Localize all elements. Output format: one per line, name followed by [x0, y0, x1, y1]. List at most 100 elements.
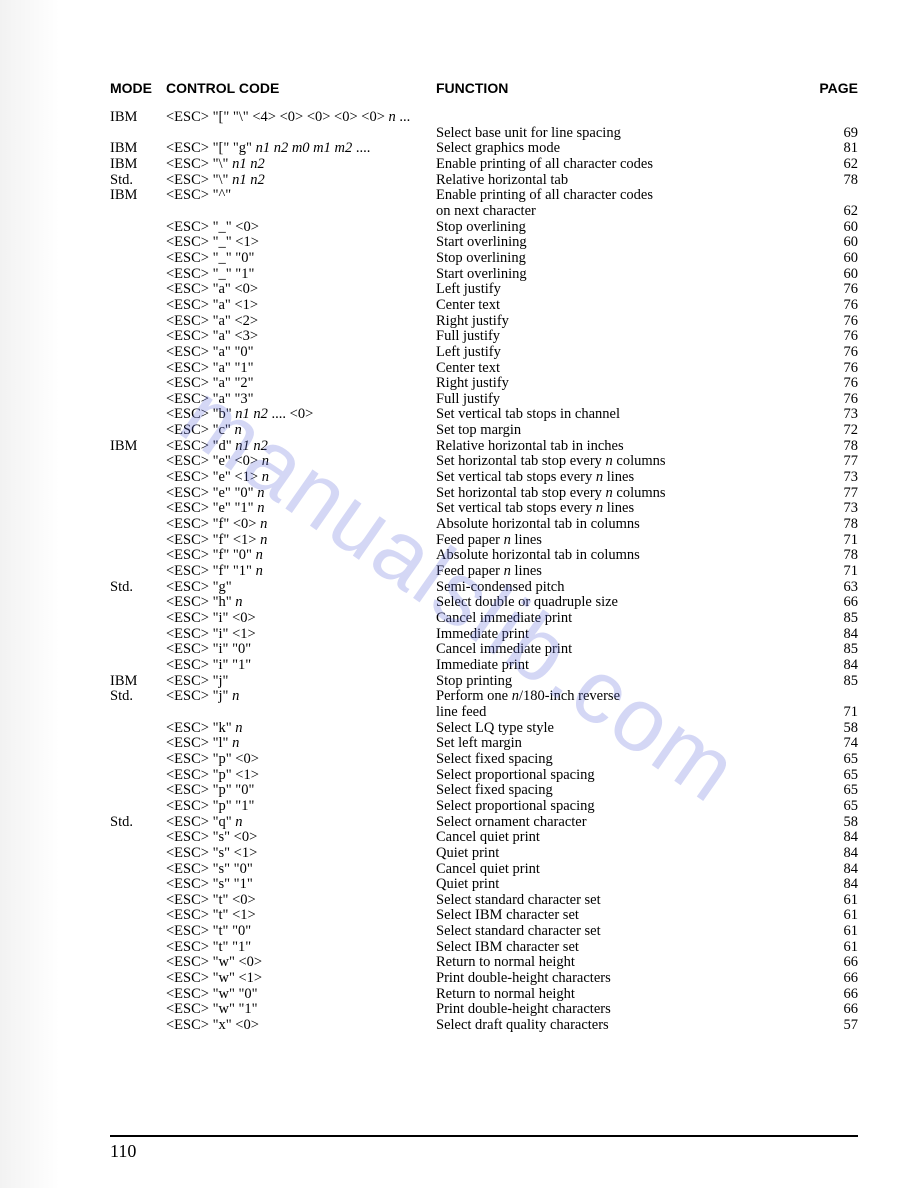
cell-function: Start overlining [436, 235, 814, 251]
table-row: IBM<ESC> "\" n1 n2Enable printing of all… [110, 157, 858, 173]
cell-page: 78 [814, 439, 858, 455]
cell-page [814, 689, 858, 705]
cell-page: 81 [814, 141, 858, 157]
cell-mode [110, 486, 166, 502]
cell-function: Center text [436, 361, 814, 377]
cell-code [166, 204, 436, 220]
cell-mode [110, 533, 166, 549]
cell-mode: IBM [110, 157, 166, 173]
cell-mode: Std. [110, 689, 166, 705]
cell-code: <ESC> "x" <0> [166, 1018, 436, 1034]
cell-code: <ESC> "p" <0> [166, 752, 436, 768]
cell-mode [110, 783, 166, 799]
cell-page: 72 [814, 423, 858, 439]
cell-function: Set vertical tab stops in channel [436, 407, 814, 423]
cell-mode [110, 736, 166, 752]
cell-function: Select proportional spacing [436, 799, 814, 815]
cell-page: 62 [814, 204, 858, 220]
table-row: <ESC> "a" "0"Left justify76 [110, 345, 858, 361]
table-row: <ESC> "c" nSet top margin72 [110, 423, 858, 439]
cell-mode [110, 454, 166, 470]
table-row: <ESC> "k" nSelect LQ type style58 [110, 721, 858, 737]
cell-code: <ESC> "e" <0> n [166, 454, 436, 470]
cell-mode [110, 220, 166, 236]
cell-code: <ESC> "p" "0" [166, 783, 436, 799]
cell-code: <ESC> "e" <1> n [166, 470, 436, 486]
cell-function: Absolute horizontal tab in columns [436, 548, 814, 564]
cell-function: Feed paper n lines [436, 533, 814, 549]
cell-code: <ESC> "\" n1 n2 [166, 173, 436, 189]
cell-page: 66 [814, 955, 858, 971]
cell-code: <ESC> "h" n [166, 595, 436, 611]
cell-function: Start overlining [436, 267, 814, 283]
cell-mode [110, 235, 166, 251]
cell-code: <ESC> "a" "2" [166, 376, 436, 392]
cell-function: Set vertical tab stops every n lines [436, 470, 814, 486]
cell-code: <ESC> "s" "1" [166, 877, 436, 893]
cell-function: Perform one n/180-inch reverse [436, 689, 814, 705]
cell-mode [110, 987, 166, 1003]
table-row: <ESC> "w" "0"Return to normal height66 [110, 987, 858, 1003]
cell-page: 65 [814, 783, 858, 799]
table-row: Std.<ESC> "j" nPerform one n/180-inch re… [110, 689, 858, 705]
table-row: <ESC> "w" <1>Print double-height charact… [110, 971, 858, 987]
table-row: <ESC> "s" "1"Quiet print84 [110, 877, 858, 893]
cell-function: Select proportional spacing [436, 768, 814, 784]
cell-page: 73 [814, 470, 858, 486]
cell-mode [110, 501, 166, 517]
cell-mode: IBM [110, 188, 166, 204]
cell-code: <ESC> "i" <0> [166, 611, 436, 627]
cell-code [166, 126, 436, 142]
cell-mode [110, 799, 166, 815]
table-row: <ESC> "x" <0>Select draft quality charac… [110, 1018, 858, 1034]
table-row: Std.<ESC> "g"Semi-condensed pitch63 [110, 580, 858, 596]
cell-code: <ESC> "w" <0> [166, 955, 436, 971]
cell-function: Stop overlining [436, 251, 814, 267]
cell-function: Select LQ type style [436, 721, 814, 737]
cell-code: <ESC> "f" <1> n [166, 533, 436, 549]
cell-page: 78 [814, 548, 858, 564]
cell-mode: IBM [110, 439, 166, 455]
table-row: IBM<ESC> "[" "\" <4> <0> <0> <0> <0> n .… [110, 110, 858, 126]
table-row: <ESC> "t" "0"Select standard character s… [110, 924, 858, 940]
table-row: Std.<ESC> "\" n1 n2Relative horizontal t… [110, 173, 858, 189]
cell-code: <ESC> "k" n [166, 721, 436, 737]
cell-code: <ESC> "_" "1" [166, 267, 436, 283]
cell-page: 66 [814, 1002, 858, 1018]
cell-function: Right justify [436, 376, 814, 392]
cell-page: 63 [814, 580, 858, 596]
table-row: <ESC> "i" "1"Immediate print84 [110, 658, 858, 674]
table-body: IBM<ESC> "[" "\" <4> <0> <0> <0> <0> n .… [110, 110, 858, 1034]
table-row: <ESC> "i" <0>Cancel immediate print85 [110, 611, 858, 627]
cell-function: Full justify [436, 392, 814, 408]
table-row: <ESC> "p" <1>Select proportional spacing… [110, 768, 858, 784]
cell-function: Right justify [436, 314, 814, 330]
cell-function: Select graphics mode [436, 141, 814, 157]
cell-mode [110, 830, 166, 846]
table-row: <ESC> "s" "0"Cancel quiet print84 [110, 862, 858, 878]
table-row: IBM<ESC> "^"Enable printing of all chara… [110, 188, 858, 204]
cell-function: Select draft quality characters [436, 1018, 814, 1034]
table-row: <ESC> "t" <0>Select standard character s… [110, 893, 858, 909]
cell-function: Set left margin [436, 736, 814, 752]
table-row: IBM<ESC> "d" n1 n2Relative horizontal ta… [110, 439, 858, 455]
cell-page: 66 [814, 987, 858, 1003]
cell-page: 78 [814, 173, 858, 189]
cell-function: Immediate print [436, 627, 814, 643]
cell-page: 66 [814, 595, 858, 611]
cell-function: Center text [436, 298, 814, 314]
cell-code: <ESC> "t" "1" [166, 940, 436, 956]
cell-page: 77 [814, 454, 858, 470]
cell-mode [110, 705, 166, 721]
cell-mode [110, 940, 166, 956]
cell-mode [110, 1018, 166, 1034]
cell-code: <ESC> "_" "0" [166, 251, 436, 267]
cell-code: <ESC> "a" <3> [166, 329, 436, 345]
cell-page: 76 [814, 345, 858, 361]
cell-page: 84 [814, 846, 858, 862]
cell-page: 58 [814, 815, 858, 831]
scan-shadow [0, 0, 60, 1188]
cell-code: <ESC> "a" <0> [166, 282, 436, 298]
cell-function: Full justify [436, 329, 814, 345]
cell-code: <ESC> "q" n [166, 815, 436, 831]
